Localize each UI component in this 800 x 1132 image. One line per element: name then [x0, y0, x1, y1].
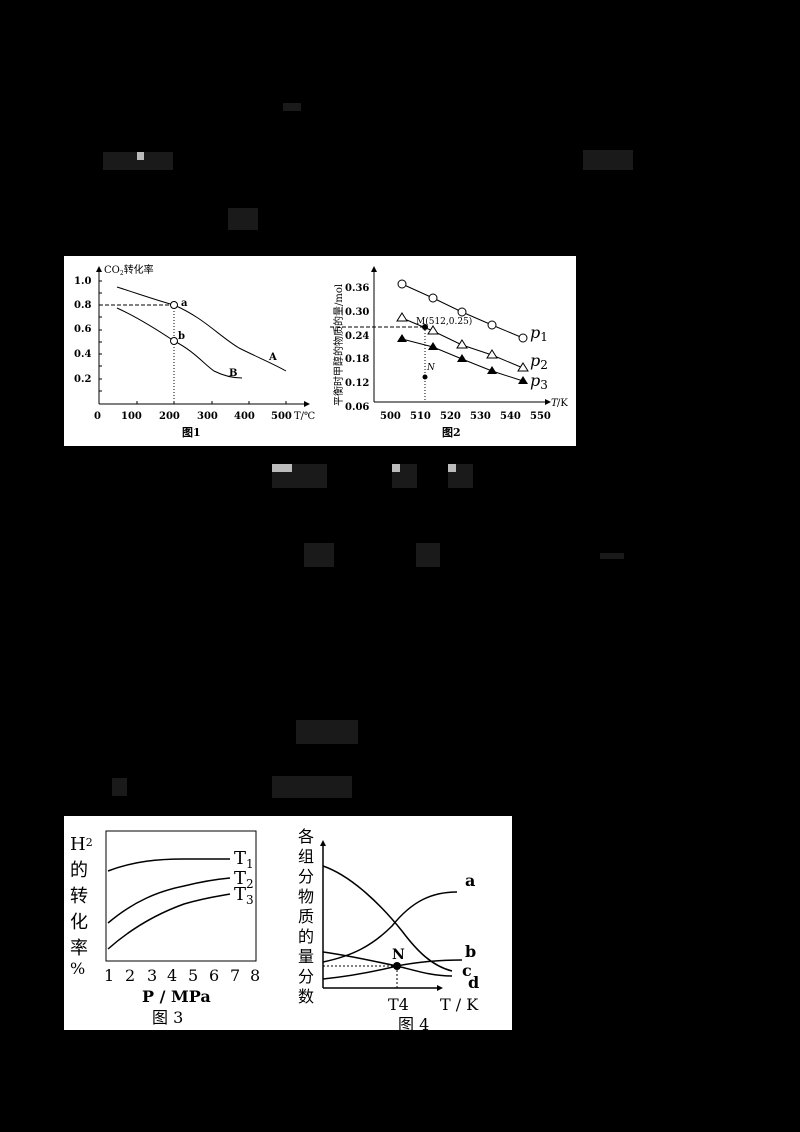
- svg-text:0.30: 0.30: [345, 307, 369, 318]
- svg-text:图1: 图1: [182, 426, 201, 439]
- svg-text:p2: p2: [530, 351, 548, 372]
- svg-text:100: 100: [121, 411, 142, 422]
- svg-text:M(512,0.25): M(512,0.25): [416, 316, 472, 327]
- artifact: [416, 543, 440, 567]
- svg-text:500: 500: [380, 411, 401, 422]
- svg-text:5: 5: [188, 966, 198, 985]
- svg-text:率: 率: [70, 938, 88, 959]
- svg-text:P / MPa: P / MPa: [142, 987, 211, 1006]
- svg-text:4: 4: [167, 966, 177, 985]
- artifact: [103, 152, 173, 170]
- svg-text:质: 质: [298, 907, 314, 926]
- svg-text:200: 200: [159, 411, 180, 422]
- svg-text:组: 组: [298, 847, 314, 866]
- svg-text:N: N: [392, 947, 405, 963]
- svg-text:的: 的: [70, 860, 88, 881]
- svg-text:T/℃: T/℃: [294, 411, 315, 422]
- svg-text:0.24: 0.24: [345, 331, 369, 342]
- svg-text:量: 量: [298, 947, 314, 966]
- svg-text:8: 8: [250, 966, 260, 985]
- artifact: [272, 464, 292, 472]
- artifact: [272, 776, 352, 798]
- artifact: [283, 103, 301, 111]
- svg-text:物: 物: [298, 887, 314, 906]
- svg-text:分: 分: [298, 867, 314, 886]
- artifact: [304, 543, 334, 567]
- svg-text:H2: H2: [70, 834, 93, 855]
- artifact: [137, 152, 144, 160]
- svg-text:1.0: 1.0: [74, 276, 91, 287]
- artifact: [583, 150, 633, 170]
- svg-text:0.2: 0.2: [74, 374, 91, 385]
- svg-text:B: B: [229, 368, 237, 379]
- svg-text:0.06: 0.06: [345, 402, 369, 413]
- figure-4-chart: 各组分 物质的 量分数 T4 T / K 图 4 N a b c d: [298, 827, 479, 1030]
- svg-text:2: 2: [125, 966, 135, 985]
- svg-text:550: 550: [530, 411, 551, 422]
- svg-text:0: 0: [94, 411, 101, 422]
- svg-text:0.8: 0.8: [74, 300, 91, 311]
- artifact: [296, 720, 358, 744]
- svg-text:T4: T4: [388, 995, 409, 1014]
- svg-text:A: A: [268, 352, 277, 363]
- svg-text:510: 510: [410, 411, 431, 422]
- figure-panel-top: CO2转化率 1.0 0.8 0.6 0.4 0.2 0 100 200 300…: [64, 256, 576, 446]
- svg-text:/K: /K: [557, 398, 568, 409]
- svg-text:p1: p1: [530, 323, 548, 344]
- svg-text:分: 分: [298, 967, 314, 986]
- svg-text:0.4: 0.4: [74, 349, 91, 360]
- svg-text:530: 530: [470, 411, 491, 422]
- svg-text:7: 7: [230, 966, 240, 985]
- svg-text:1: 1: [104, 966, 114, 985]
- artifact: [392, 464, 400, 472]
- svg-text:数: 数: [298, 987, 314, 1006]
- svg-text:N: N: [426, 363, 436, 373]
- artifact: [112, 778, 127, 796]
- svg-text:转: 转: [70, 886, 88, 907]
- artifact: [448, 464, 456, 472]
- svg-text:500: 500: [271, 411, 292, 422]
- svg-text:p3: p3: [530, 371, 548, 392]
- svg-text:T / K: T / K: [440, 995, 479, 1014]
- svg-text:c: c: [462, 961, 472, 980]
- artifact: [600, 553, 624, 559]
- svg-text:0.18: 0.18: [345, 354, 369, 365]
- fig2-ylabel: 平衡时甲醇的物质的量/mol: [332, 284, 345, 406]
- svg-text:T: T: [551, 398, 559, 409]
- svg-text:a: a: [181, 298, 188, 309]
- svg-text:b: b: [178, 331, 185, 342]
- svg-text:540: 540: [500, 411, 521, 422]
- svg-text:b: b: [465, 942, 476, 961]
- svg-text:400: 400: [234, 411, 255, 422]
- svg-text:0.6: 0.6: [74, 324, 91, 335]
- svg-text:3: 3: [147, 966, 157, 985]
- figure-2-chart: 平衡时甲醇的物质的量/mol 0.36 0.30 0.24 0.18 0.12 …: [330, 266, 568, 439]
- svg-text:%: %: [70, 959, 85, 978]
- svg-text:图 4: 图 4: [398, 1015, 429, 1030]
- svg-text:520: 520: [440, 411, 461, 422]
- svg-text:图2: 图2: [442, 426, 461, 439]
- svg-text:a: a: [465, 871, 475, 890]
- svg-text:图 3: 图 3: [152, 1008, 183, 1027]
- artifact: [228, 208, 258, 230]
- svg-text:各: 各: [298, 827, 314, 846]
- figure-1-chart: CO2转化率 1.0 0.8 0.6 0.4 0.2 0 100 200 300…: [74, 263, 315, 439]
- svg-text:0.36: 0.36: [345, 283, 369, 294]
- svg-text:300: 300: [197, 411, 218, 422]
- svg-text:化: 化: [70, 912, 88, 933]
- svg-text:的: 的: [298, 927, 314, 946]
- svg-text:d: d: [468, 973, 479, 992]
- fig1-ylabel: CO2转化率: [104, 263, 154, 277]
- svg-text:6: 6: [209, 966, 219, 985]
- svg-text:0.12: 0.12: [345, 378, 369, 389]
